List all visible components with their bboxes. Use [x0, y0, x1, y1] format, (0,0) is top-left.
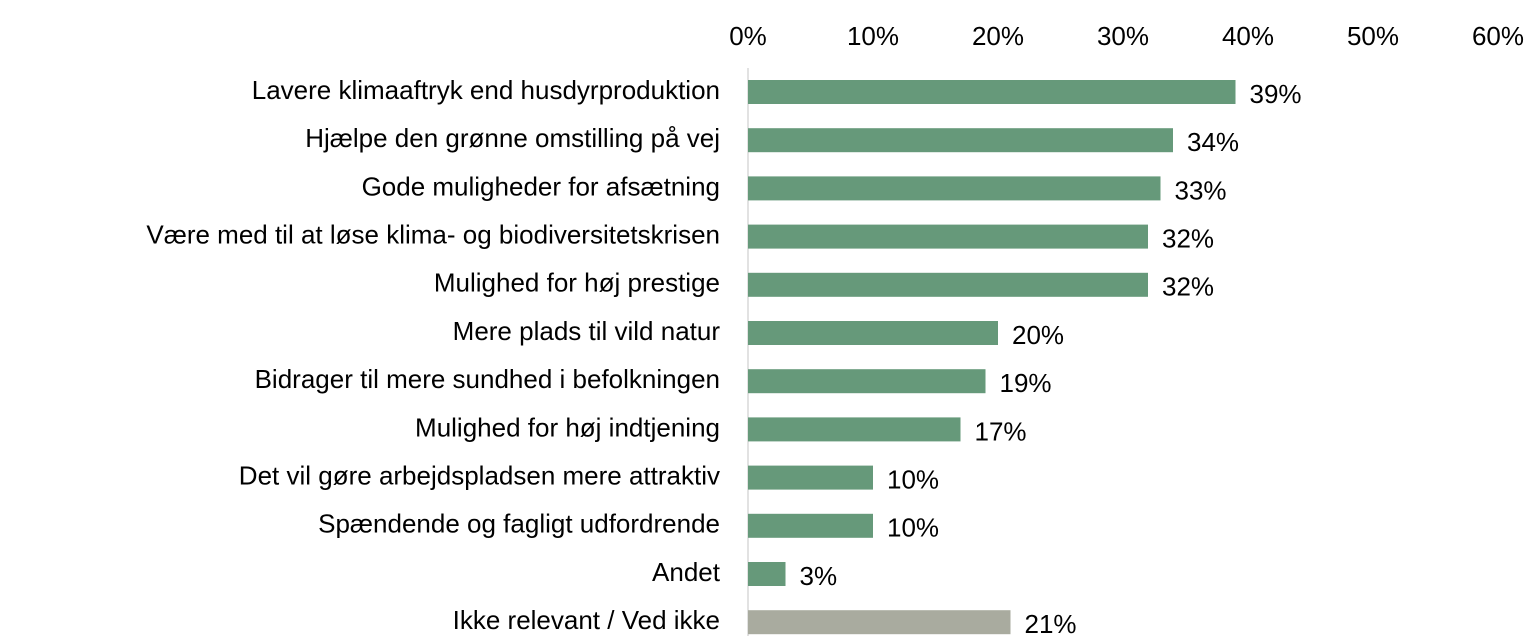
- value-label: 10%: [887, 464, 939, 494]
- value-label: 33%: [1175, 175, 1227, 205]
- value-label: 10%: [887, 513, 939, 543]
- y-tick-label: Det vil gøre arbejdspladsen mere attrakt…: [239, 460, 720, 490]
- value-label: 32%: [1162, 272, 1214, 302]
- y-tick-label: Være med til at løse klima- og biodivers…: [146, 219, 720, 249]
- x-tick-label: 60%: [1472, 21, 1524, 51]
- x-tick-label: 10%: [847, 21, 899, 51]
- bar: [748, 417, 961, 442]
- x-tick-label: 40%: [1222, 21, 1274, 51]
- y-tick-label: Spændende og fagligt udfordrende: [318, 509, 720, 539]
- x-tick-label: 50%: [1347, 21, 1399, 51]
- value-label: 21%: [1025, 609, 1077, 636]
- bar: [748, 562, 786, 586]
- bar: [748, 465, 873, 490]
- bar: [748, 80, 1236, 104]
- x-tick-label: 30%: [1097, 21, 1149, 51]
- value-label: 20%: [1012, 320, 1064, 350]
- y-tick-label: Mulighed for høj indtjening: [415, 412, 720, 442]
- y-tick-label: Andet: [652, 557, 721, 587]
- y-tick-label: Lavere klimaaftryk end husdyrproduktion: [252, 75, 720, 105]
- bar: [748, 128, 1173, 153]
- bar: [748, 513, 873, 538]
- bar: [748, 321, 998, 345]
- y-tick-label: Gode muligheder for afsætning: [362, 171, 720, 201]
- x-tick-label: 0%: [729, 21, 767, 51]
- value-label: 3%: [800, 561, 838, 591]
- y-tick-label: Mulighed for høj prestige: [434, 268, 720, 298]
- y-tick-label: Hjælpe den grønne omstilling på vej: [305, 123, 720, 153]
- y-tick-label: Ikke relevant / Ved ikke: [453, 605, 720, 635]
- bar: [748, 176, 1161, 201]
- value-label: 19%: [1000, 368, 1052, 398]
- x-tick-label: 20%: [972, 21, 1024, 51]
- bar: [748, 369, 986, 394]
- value-label: 32%: [1162, 223, 1214, 253]
- value-label: 17%: [975, 416, 1027, 446]
- y-tick-label: Bidrager til mere sundhed i befolkningen: [255, 364, 720, 394]
- bar: [748, 272, 1148, 297]
- y-tick-label: Mere plads til vild natur: [453, 316, 721, 346]
- value-label: 39%: [1250, 79, 1302, 109]
- bar: [748, 610, 1011, 635]
- bar: [748, 224, 1148, 249]
- value-label: 34%: [1187, 127, 1239, 157]
